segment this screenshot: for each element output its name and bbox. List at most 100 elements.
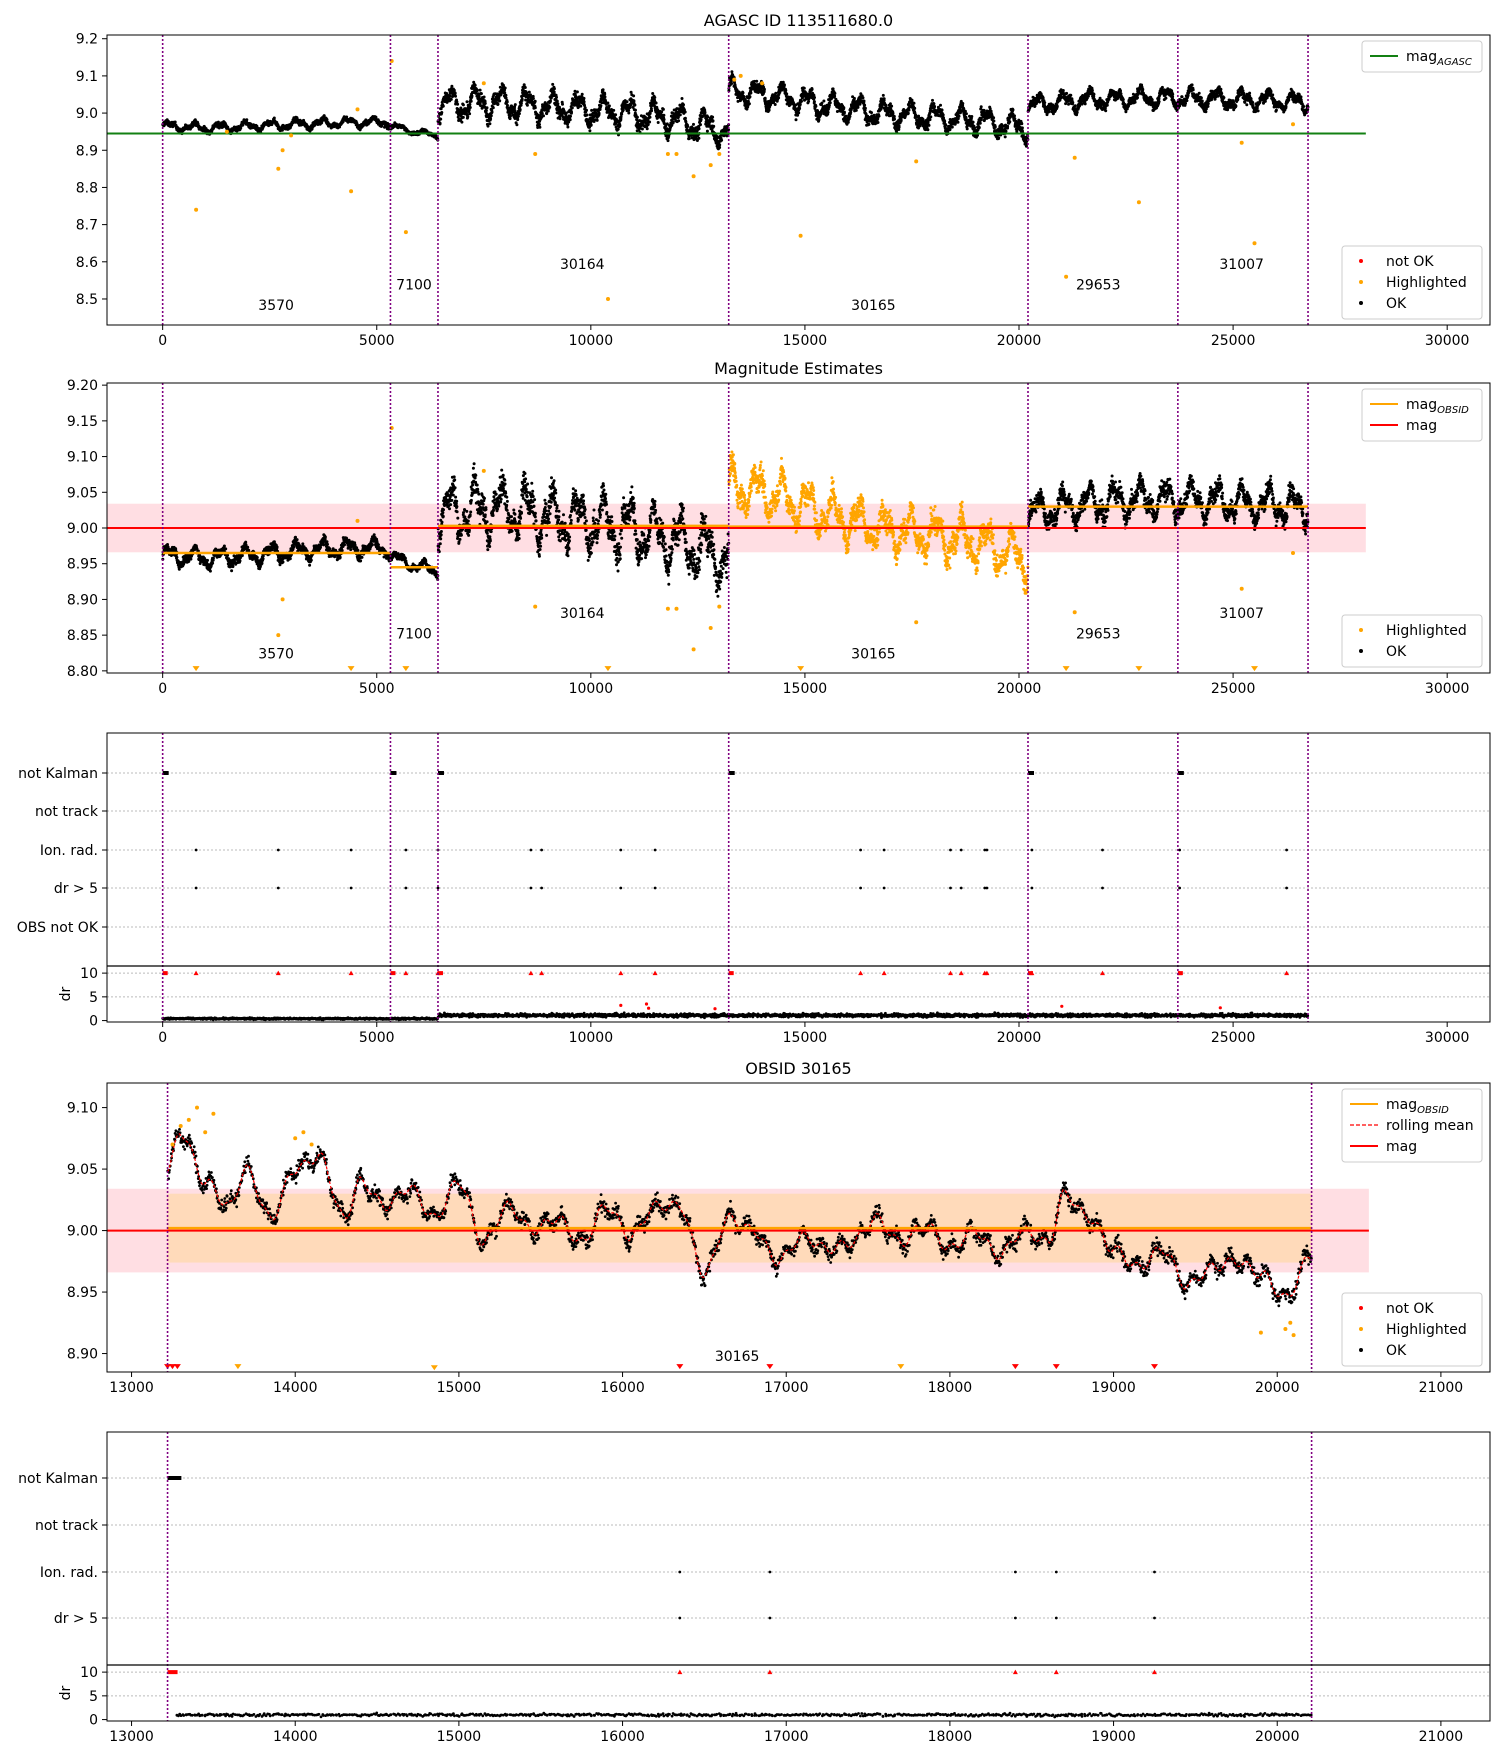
data-point [648,115,652,119]
data-point [538,125,542,129]
data-point [890,104,894,108]
data-point [932,102,936,106]
data-point [881,93,885,97]
data-point [320,121,324,125]
data-point [465,100,469,104]
data-point [460,120,464,124]
data-point [504,93,508,97]
data-point [973,126,977,130]
data-point [1008,120,1012,124]
data-point [546,109,550,113]
data-point [627,108,631,112]
data-point [449,97,453,101]
data-point [931,98,934,102]
data-point [556,102,560,106]
data-point [683,110,687,114]
data-point [441,104,445,108]
data-point [950,125,954,129]
data-point [822,99,826,103]
data-point [661,107,665,111]
data-point [325,118,329,122]
data-point [747,102,751,106]
data-point [1105,103,1109,107]
data-point [580,92,584,96]
data-point [970,115,974,118]
data-point [971,120,975,124]
data-point [648,120,652,124]
data-point [452,88,456,92]
data-point [944,123,948,127]
data-point [475,88,479,92]
data-point [517,112,521,116]
data-point [632,94,636,98]
data-point [798,106,802,110]
data-point [569,114,572,118]
data-point [854,108,858,112]
data-point [618,124,622,128]
data-point [856,105,860,109]
data-point [599,104,603,108]
data-point [797,111,801,115]
data-point [711,115,715,119]
data-point [858,102,862,106]
data-point [703,111,707,115]
data-point [929,115,933,119]
data-point [892,114,896,118]
data-point [513,103,517,107]
data-point [730,82,734,85]
data-point [595,118,599,122]
data-point [588,129,592,133]
data-point [867,122,871,126]
data-point [597,111,601,115]
data-point [1083,102,1087,106]
data-point [965,127,969,131]
data-point [477,95,481,99]
data-point [827,103,831,107]
data-point [662,113,666,117]
data-point [1073,104,1077,108]
data-point [455,100,459,104]
data-point [479,104,483,108]
data-point [699,123,702,127]
data-point [842,106,846,110]
data-point [817,118,821,122]
data-point [461,115,465,119]
data-point [241,123,245,127]
data-point [438,121,442,125]
data-point [627,111,631,115]
data-point [280,128,284,132]
data-point [957,114,961,118]
data-point [456,102,460,106]
data-point [634,108,637,112]
data-point [1006,124,1010,128]
data-point [826,110,830,114]
data-point [503,86,507,90]
data-point [906,111,910,115]
data-point [899,118,903,122]
data-point [603,95,607,99]
data-point [551,82,555,86]
data-point [882,97,886,101]
data-point [272,116,276,120]
data-point [527,90,531,94]
data-point [635,115,639,119]
data-point [897,125,901,129]
data-point [1075,111,1079,114]
data-point [620,112,624,116]
data-point [516,118,520,122]
data-point [482,95,486,99]
data-point [666,139,670,143]
data-point [741,91,745,95]
data-point [488,122,492,126]
data-point [538,123,541,126]
data-point [1121,98,1125,102]
data-point [800,99,803,103]
data-point [589,123,593,127]
data-point [505,100,509,104]
data-point [862,99,866,103]
data-point [1003,135,1007,139]
data-point [863,106,867,110]
